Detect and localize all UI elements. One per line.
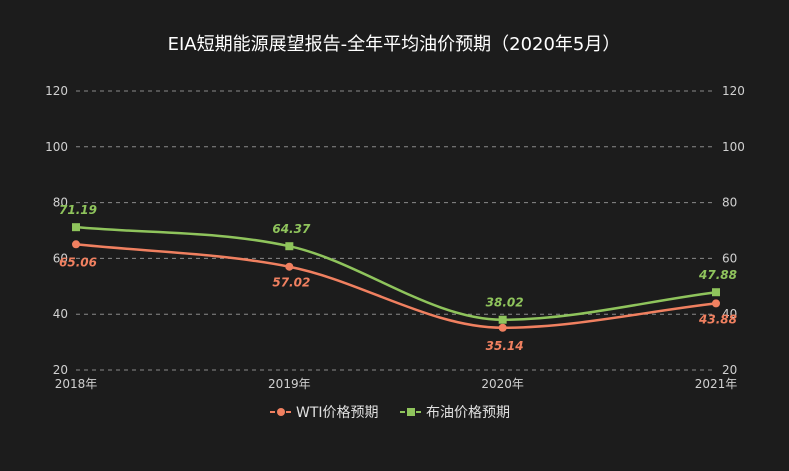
y-tick-right-120: 120 <box>722 84 745 98</box>
x-tick-1: 2019年 <box>268 377 311 391</box>
series-line-0 <box>75 243 717 330</box>
y-tick-left-60: 60 <box>53 251 68 265</box>
series-1-label-1: 64.37 <box>272 222 311 236</box>
data-labels: 65.06 57.02 35.14 43.88 71.19 64.37 38.02 47.88 <box>59 203 737 353</box>
legend-marker-1 <box>407 408 415 416</box>
series-0-point-1 <box>285 262 294 271</box>
y-tick-left-80: 80 <box>53 196 68 210</box>
chart-title: EIA短期能源展望报告-全年平均油价预期（2020年5月） <box>168 34 621 55</box>
series-1-point-3 <box>712 288 720 297</box>
x-axis: 2018年 2019年 2020年 2021年 <box>55 377 738 391</box>
y-axis-right: 20 40 60 80 100 120 <box>722 84 745 377</box>
legend-label-1[interactable]: 布油价格预期 <box>426 405 510 421</box>
y-tick-left-40: 40 <box>53 307 68 321</box>
y-tick-right-100: 100 <box>722 140 745 154</box>
x-tick-0: 2018年 <box>55 377 98 391</box>
series-lines <box>75 225 717 330</box>
y-tick-right-20: 20 <box>722 363 737 377</box>
series-0-label-2: 35.14 <box>486 339 524 353</box>
series-0-point-2 <box>498 323 507 332</box>
series-0-point-0 <box>72 240 80 249</box>
series-markers <box>72 223 720 332</box>
x-tick-2: 2020年 <box>481 377 524 391</box>
legend-label-0[interactable]: WTI价格预期 <box>296 405 379 421</box>
series-0-label-0: 65.06 <box>59 255 97 269</box>
series-0-label-1: 57.02 <box>272 276 310 290</box>
y-tick-left-100: 100 <box>45 140 68 154</box>
y-axis-left: 20 40 60 80 100 120 <box>45 84 68 377</box>
legend-marker-0 <box>277 408 285 416</box>
y-tick-right-60: 60 <box>722 251 737 265</box>
series-1-label-3: 47.88 <box>698 268 737 282</box>
series-1-label-2: 38.02 <box>486 296 524 310</box>
series-1-point-2 <box>498 315 507 324</box>
series-line-1 <box>75 225 717 321</box>
series-1-point-1 <box>285 242 294 251</box>
y-tick-right-40: 40 <box>722 307 737 321</box>
x-tick-3: 2021年 <box>695 377 738 391</box>
y-tick-left-120: 120 <box>45 84 68 98</box>
series-1-label-0: 71.19 <box>59 203 97 217</box>
y-tick-right-80: 80 <box>722 196 737 210</box>
grid-lines <box>76 90 716 371</box>
y-tick-left-20: 20 <box>53 363 68 377</box>
series-0-point-3 <box>712 299 720 308</box>
series-1-point-0 <box>72 223 80 232</box>
series-0-label-3: 43.88 <box>698 312 737 326</box>
legend: WTI价格预期 布油价格预期 <box>270 405 510 421</box>
